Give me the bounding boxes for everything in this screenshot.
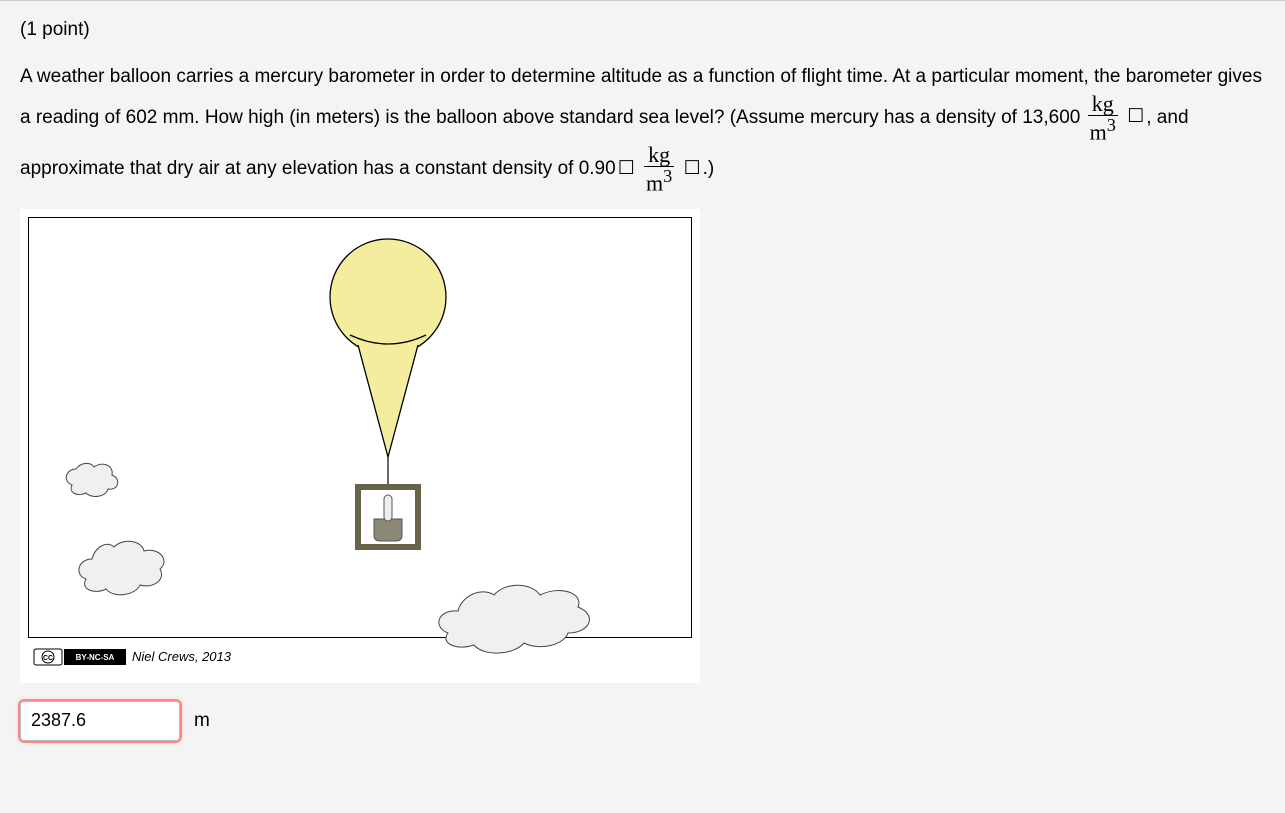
fraction-1: kg m3 [1088, 92, 1118, 144]
svg-text:CC: CC [43, 655, 53, 662]
frac2-denominator: m3 [644, 167, 674, 194]
answer-row: m [20, 701, 1265, 741]
placeholder-3: ☐ [684, 155, 701, 184]
problem-text-part1: A weather balloon carries a mercury baro… [20, 66, 1262, 127]
answer-unit: m [194, 710, 210, 732]
frac2-numerator: kg [644, 143, 674, 167]
problem-statement: A weather balloon carries a mercury baro… [20, 63, 1265, 195]
problem-text-part3: .) [703, 158, 715, 179]
placeholder-2: ☐ [618, 155, 635, 184]
problem-figure: CC BY-NC-SA Niel Crews, 2013 [20, 209, 700, 683]
frac1-denominator: m3 [1088, 116, 1118, 143]
svg-text:BY-NC-SA: BY-NC-SA [76, 653, 115, 662]
svg-text:Niel Crews, 2013: Niel Crews, 2013 [132, 649, 232, 664]
placeholder-1: ☐ [1127, 103, 1144, 132]
points-label: (1 point) [20, 19, 1265, 41]
frac1-numerator: kg [1088, 92, 1118, 116]
answer-input[interactable] [20, 701, 180, 741]
balloon-diagram: CC BY-NC-SA Niel Crews, 2013 [28, 217, 692, 677]
problem-container: (1 point) A weather balloon carries a me… [0, 0, 1285, 761]
fraction-2: kg m3 [644, 143, 674, 195]
